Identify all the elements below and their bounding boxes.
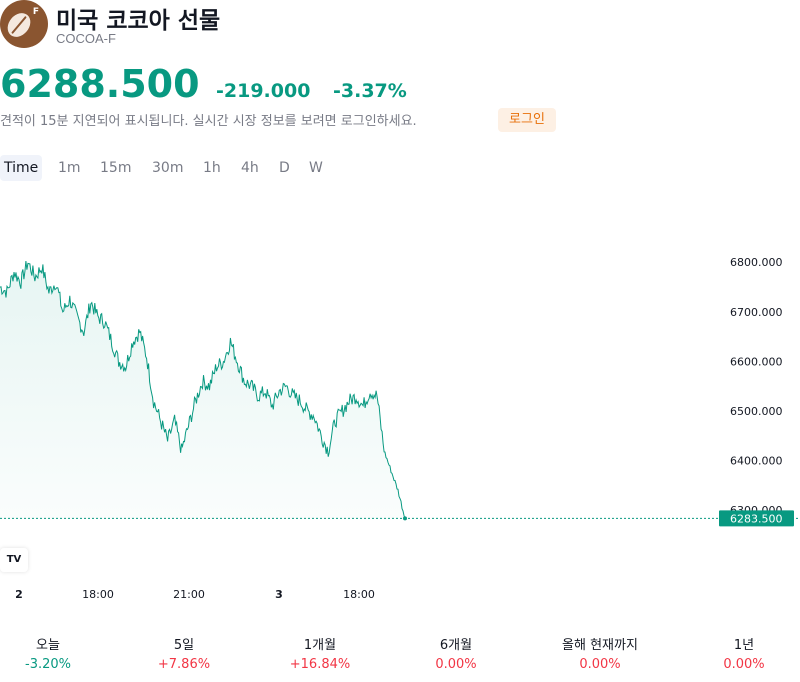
period-label: 5일 (173, 638, 195, 653)
price-chart[interactable]: 6800.000 6700.000 6600.000 6500.000 6400.000… (0, 205, 800, 615)
tab-1h[interactable]: 1h (203, 160, 221, 176)
price-area-fill (0, 261, 405, 519)
period-3[interactable]: 6개월 0.00% (396, 634, 516, 672)
tab-w[interactable]: W (309, 160, 323, 176)
delay-notice: 견적이 15분 지연되어 표시됩니다. 실시간 시장 정보를 보려면 로그인하세… (0, 114, 417, 129)
y-axis-tick-label: 6600.000 (730, 355, 783, 368)
tab-4h[interactable]: 4h (241, 160, 259, 176)
period-label: 6개월 (439, 638, 473, 653)
period-change-value: -3.20% (25, 657, 71, 672)
period-label: 1년 (733, 638, 755, 653)
y-axis-tick-label: 6500.000 (730, 405, 783, 418)
last-price-badge-label: 6283.500 (730, 512, 783, 525)
y-axis-tick-label: 6700.000 (730, 306, 783, 319)
period-5[interactable]: 1년 0.00% (684, 634, 800, 672)
x-axis-tick-label: 18:00 (343, 588, 375, 601)
cocoa-logo-icon: F (0, 0, 48, 48)
period-change-value: +7.86% (157, 657, 211, 672)
price-chart-svg[interactable]: 6800.000 6700.000 6600.000 6500.000 6400.000… (0, 205, 800, 615)
period-change-value: 0.00% (579, 657, 621, 672)
instrument-header: F 미국 코코아 선물 COCOA-F (0, 0, 800, 50)
login-button[interactable]: 로그인 (498, 108, 556, 132)
last-price: 6288.500 (0, 62, 200, 106)
tab-1m[interactable]: 1m (58, 160, 81, 176)
period-1[interactable]: 5일 +7.86% (124, 634, 244, 672)
tab-time[interactable]: Time (0, 155, 43, 181)
tab-30m[interactable]: 30m (152, 160, 184, 176)
period-0[interactable]: 오늘 -3.20% (0, 634, 108, 672)
x-axis-tick-label: 21:00 (173, 588, 205, 601)
x-axis-tick-label: 2 (15, 588, 23, 601)
tradingview-logo-icon[interactable]: TV (0, 548, 28, 572)
period-label: 1개월 (303, 638, 337, 653)
period-change-value: 0.00% (723, 657, 765, 672)
tab-15m[interactable]: 15m (100, 160, 132, 176)
x-axis-tick-label: 3 (275, 588, 283, 601)
price-change-percent: -3.37% (333, 80, 407, 102)
period-4[interactable]: 올해 현재까지 0.00% (540, 634, 660, 672)
y-axis-tick-label: 6400.000 (730, 455, 783, 468)
price-series-line (0, 261, 406, 519)
instrument-symbol: COCOA-F (56, 31, 116, 46)
last-price-point (403, 516, 407, 521)
period-change-value: 0.00% (435, 657, 477, 672)
period-label: 오늘 (36, 638, 60, 653)
tab-d[interactable]: D (279, 160, 290, 176)
instrument-title: 미국 코코아 선물 (56, 8, 221, 34)
period-2[interactable]: 1개월 +16.84% (260, 634, 380, 672)
y-axis-tick-label: 6800.000 (730, 256, 783, 269)
x-axis-tick-label: 18:00 (82, 588, 114, 601)
last-price-badge (719, 510, 794, 527)
price-change: -219.000 (216, 80, 311, 102)
period-label: 올해 현재까지 (562, 638, 638, 653)
performance-periods: 오늘 -3.20% 5일 +7.86% 1개월 +16.84% 6개월 0.00% 올해 현재까… (0, 634, 800, 678)
period-change-value: +16.84% (289, 657, 351, 672)
